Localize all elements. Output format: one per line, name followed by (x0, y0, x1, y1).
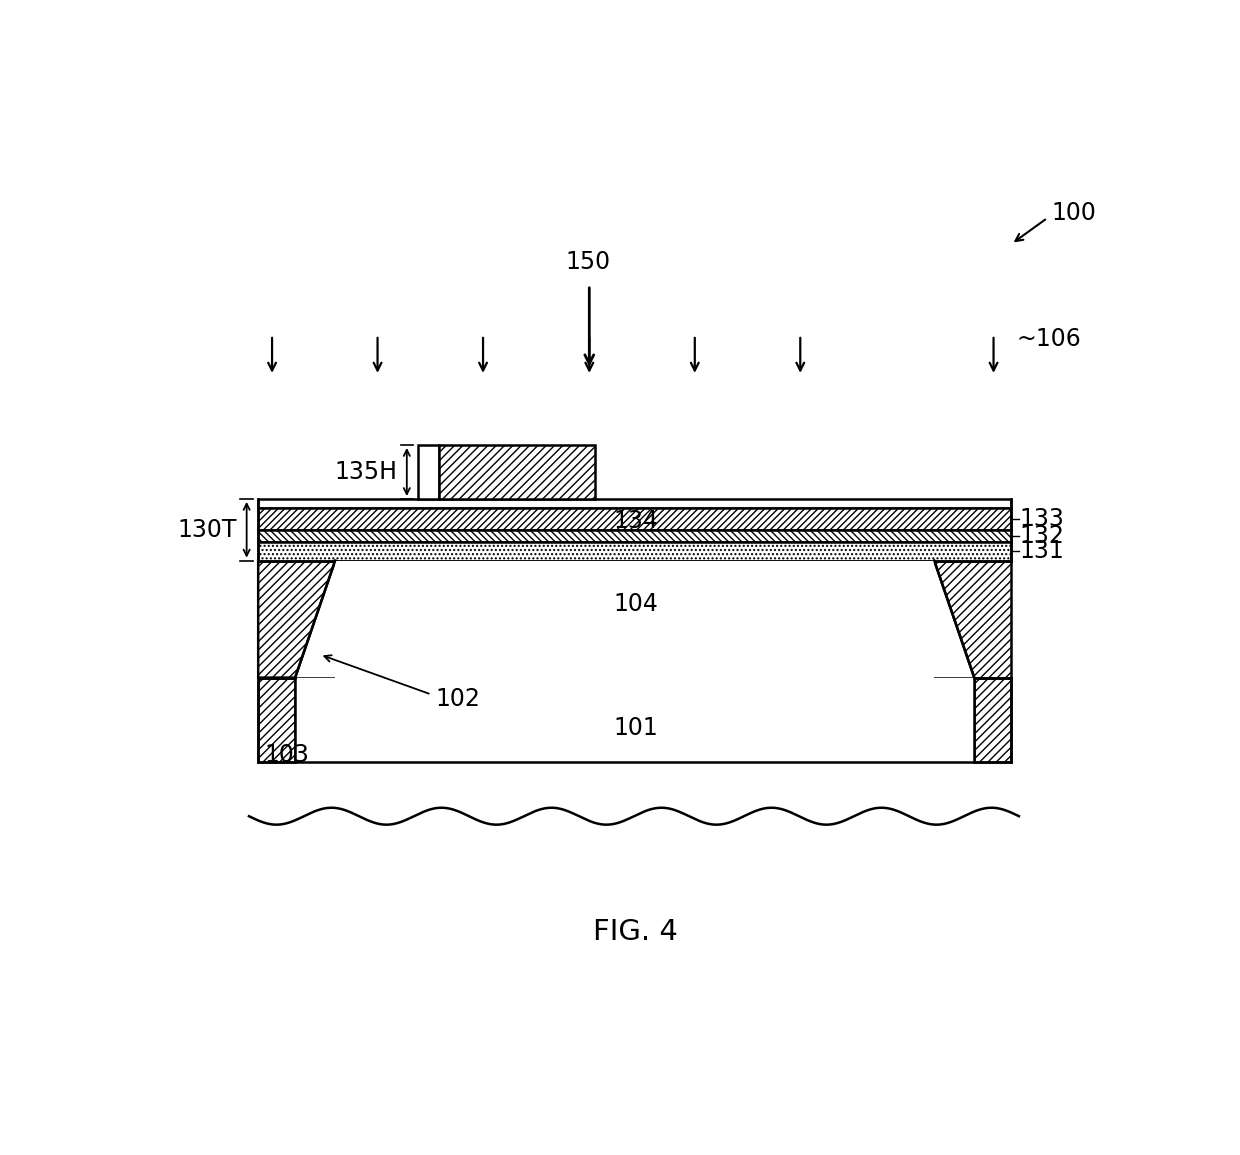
Text: 133: 133 (1019, 507, 1064, 531)
Text: 134: 134 (613, 508, 658, 532)
Bar (258, 499, 1012, 508)
Bar (439, 445, 595, 499)
Bar (335, 560, 934, 678)
Bar (258, 542, 1012, 560)
Text: 130T: 130T (177, 517, 237, 542)
Text: ~106: ~106 (1017, 327, 1081, 351)
Polygon shape (934, 560, 1012, 678)
Text: 135H: 135H (335, 460, 398, 484)
Text: 100: 100 (1052, 201, 1096, 225)
Text: 101: 101 (613, 716, 658, 739)
Polygon shape (258, 678, 295, 762)
Text: 135: 135 (495, 460, 539, 484)
Text: 103: 103 (264, 743, 309, 767)
Polygon shape (258, 560, 335, 678)
Text: FIG. 4: FIG. 4 (593, 918, 678, 946)
Polygon shape (975, 678, 1012, 762)
Text: 132: 132 (1019, 524, 1064, 547)
Text: 150: 150 (565, 249, 610, 274)
Text: 104: 104 (613, 591, 658, 616)
Bar (418, 445, 439, 499)
Text: 131: 131 (1019, 539, 1064, 564)
Text: 102: 102 (435, 687, 480, 711)
Bar (258, 530, 1012, 542)
Bar (295, 678, 975, 762)
Bar (258, 508, 1012, 530)
